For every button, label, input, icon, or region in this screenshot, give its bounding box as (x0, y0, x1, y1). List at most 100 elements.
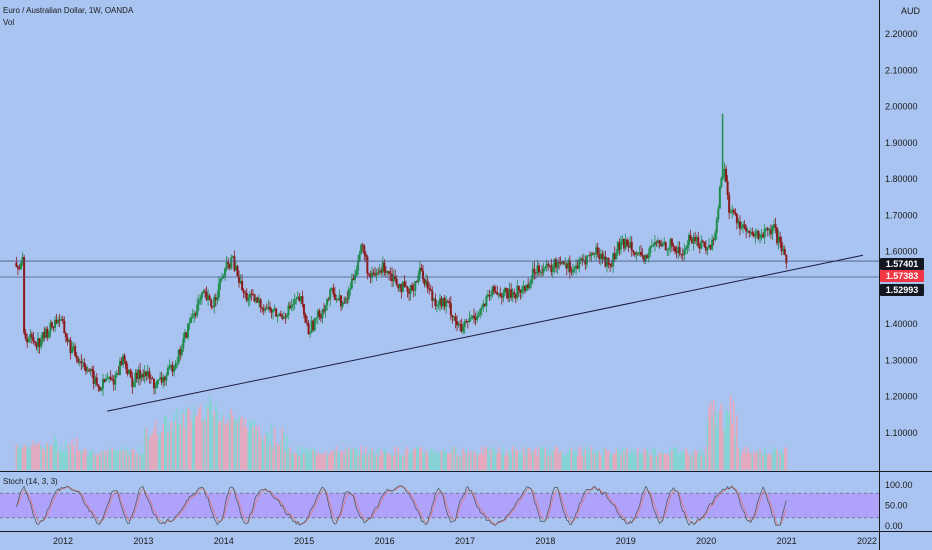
price-badge[interactable] (880, 258, 924, 270)
candle-body[interactable] (462, 326, 465, 332)
candle-body[interactable] (112, 380, 115, 385)
candle-body[interactable] (267, 306, 270, 309)
candle-body[interactable] (173, 368, 176, 372)
candle-body[interactable] (429, 289, 432, 291)
candle-body[interactable] (448, 301, 451, 304)
candle-body[interactable] (89, 369, 92, 372)
candle-body[interactable] (55, 319, 58, 324)
candle-body[interactable] (219, 278, 222, 284)
candle-body[interactable] (193, 313, 196, 317)
candle-body[interactable] (15, 262, 18, 267)
candle-body[interactable] (227, 262, 230, 264)
candle-body[interactable] (199, 298, 202, 301)
candle-body[interactable] (333, 293, 336, 301)
candle-body[interactable] (474, 317, 477, 320)
candle-body[interactable] (740, 227, 743, 229)
candle-body[interactable] (151, 378, 154, 380)
candle-body[interactable] (431, 290, 434, 301)
candle-body[interactable] (711, 239, 714, 250)
candle-body[interactable] (721, 175, 724, 178)
candle-body[interactable] (715, 219, 718, 233)
candle-body[interactable] (43, 331, 46, 338)
candle-body[interactable] (217, 283, 220, 298)
candle-body[interactable] (473, 315, 476, 318)
candle-body[interactable] (748, 230, 751, 233)
candle-body[interactable] (623, 238, 626, 249)
candle-body[interactable] (643, 256, 646, 262)
candle-body[interactable] (321, 309, 324, 319)
candle-body[interactable] (588, 255, 591, 257)
candle-body[interactable] (459, 323, 462, 325)
trend-line[interactable] (107, 254, 864, 412)
candle-body[interactable] (313, 318, 316, 331)
candle-body[interactable] (581, 258, 584, 261)
candle-body[interactable] (329, 289, 332, 300)
candle-body[interactable] (432, 298, 435, 301)
candle-body[interactable] (398, 284, 401, 289)
candle-body[interactable] (615, 252, 618, 260)
candle-body[interactable] (765, 228, 768, 230)
candle-body[interactable] (626, 239, 629, 246)
candle-body[interactable] (534, 272, 537, 274)
candle-body[interactable] (374, 273, 377, 276)
price-badge[interactable] (880, 270, 924, 282)
candle-body[interactable] (285, 315, 288, 317)
candle-body[interactable] (440, 298, 443, 307)
candle-body[interactable] (86, 369, 89, 372)
candle-body[interactable] (681, 254, 684, 256)
candle-body[interactable] (418, 267, 421, 275)
candle-body[interactable] (392, 275, 395, 282)
candle-body[interactable] (389, 273, 392, 275)
candle-body[interactable] (706, 247, 709, 251)
candle-body[interactable] (635, 252, 638, 255)
candle-body[interactable] (118, 360, 121, 375)
candle-body[interactable] (344, 298, 347, 304)
candle-body[interactable] (360, 244, 363, 255)
candle-body[interactable] (469, 318, 472, 319)
candle-body[interactable] (653, 241, 656, 246)
candle-body[interactable] (417, 274, 420, 282)
candle-body[interactable] (783, 249, 786, 255)
candle-body[interactable] (69, 339, 72, 353)
candle-body[interactable] (177, 349, 180, 363)
candle-body[interactable] (442, 298, 445, 307)
candle-body[interactable] (692, 237, 695, 244)
candle-body[interactable] (609, 264, 612, 266)
candle-body[interactable] (575, 265, 578, 269)
candle-body[interactable] (471, 315, 474, 319)
candle-body[interactable] (542, 268, 545, 273)
candle-body[interactable] (541, 271, 544, 273)
candle-body[interactable] (123, 355, 126, 361)
candle-body[interactable] (735, 214, 738, 224)
candle-body[interactable] (505, 288, 508, 292)
candle-body[interactable] (633, 252, 636, 255)
candle-body[interactable] (494, 291, 497, 293)
candle-body[interactable] (571, 269, 574, 273)
candle-body[interactable] (352, 278, 355, 281)
candle-body[interactable] (72, 346, 75, 349)
candle-body[interactable] (256, 297, 259, 303)
candle-body[interactable] (738, 221, 741, 229)
candle-body[interactable] (250, 293, 253, 295)
candle-body[interactable] (698, 245, 701, 249)
candle-body[interactable] (403, 281, 406, 287)
candle-body[interactable] (522, 285, 525, 290)
candle-body[interactable] (502, 292, 505, 298)
candle-body[interactable] (624, 239, 627, 249)
candle-body[interactable] (346, 298, 349, 300)
candle-body[interactable] (106, 378, 109, 380)
candle-body[interactable] (47, 332, 50, 338)
candle-body[interactable] (568, 260, 571, 272)
candle-body[interactable] (78, 361, 81, 363)
candle-body[interactable] (111, 379, 114, 381)
candle-body[interactable] (210, 299, 213, 307)
candle-body[interactable] (687, 235, 690, 245)
candle-body[interactable] (409, 285, 412, 294)
candle-body[interactable] (530, 278, 533, 284)
candle-body[interactable] (599, 253, 602, 259)
candle-body[interactable] (640, 251, 643, 256)
candle-body[interactable] (516, 285, 519, 299)
candle-body[interactable] (315, 317, 318, 319)
candle-body[interactable] (327, 298, 330, 300)
candle-body[interactable] (457, 323, 460, 326)
